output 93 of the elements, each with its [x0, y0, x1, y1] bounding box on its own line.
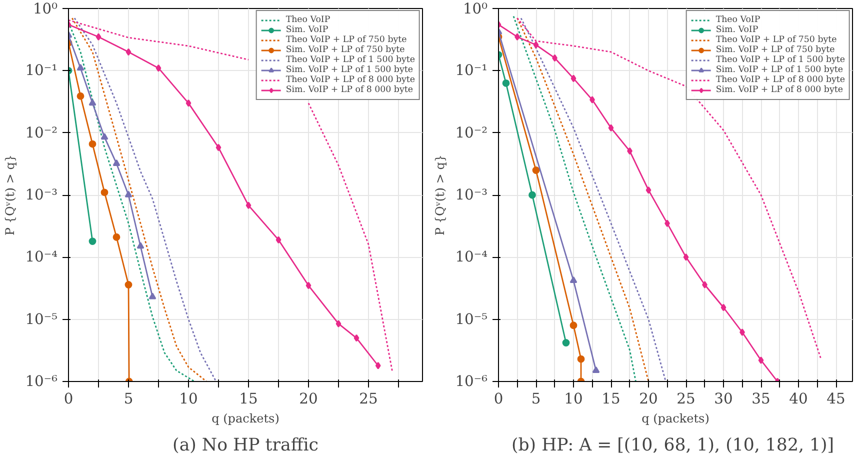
x-axis-title: q (packets)	[642, 412, 710, 426]
legend-label: Theo VoIP + LP of 750 byte	[286, 35, 407, 45]
point	[758, 356, 764, 364]
y-tick-label: 10⁰	[462, 0, 488, 18]
y-axis-title: P {Qᵛ(t) > q}	[3, 154, 18, 236]
point	[577, 355, 585, 363]
point	[112, 233, 120, 241]
point	[126, 48, 132, 56]
x-tick-label: 35	[752, 390, 770, 408]
point	[608, 124, 614, 132]
x-tick-label: 15	[602, 390, 620, 408]
legend-label: Theo VoIP + LP of 8 000 byte	[286, 75, 415, 85]
y-tick-label: 10⁻¹	[25, 62, 58, 80]
point	[702, 281, 708, 288]
point	[646, 186, 652, 194]
point	[112, 159, 120, 166]
x-tick-label: 30	[714, 390, 733, 408]
point	[336, 320, 342, 328]
x-tick-label: 25	[676, 390, 696, 408]
point	[96, 33, 102, 41]
point	[276, 236, 282, 244]
x-tick-label: 5	[531, 390, 541, 408]
point	[100, 133, 108, 140]
point	[76, 92, 84, 100]
point	[570, 322, 578, 330]
point	[354, 334, 360, 342]
point	[562, 339, 570, 346]
point	[88, 140, 96, 148]
y-tick-label: 10⁻³	[455, 186, 488, 204]
x-axis-title: q (packets)	[212, 412, 280, 426]
point	[306, 282, 312, 290]
point	[570, 276, 578, 284]
legend-label: Theo VoIP + LP of 8 000 byte	[716, 75, 845, 85]
point	[88, 99, 96, 106]
legend-label: Sim. VoIP + LP of 750 byte	[286, 45, 405, 55]
point	[720, 304, 726, 312]
text: (a) No HP traffic	[172, 436, 318, 456]
y-tick-label: 10⁰	[32, 0, 58, 18]
point	[502, 79, 510, 87]
legend-label: Sim. VoIP	[286, 25, 328, 35]
x-tick-label: 40	[789, 390, 808, 408]
x-tick-label: 10	[179, 390, 198, 408]
x-tick-label: 45	[826, 390, 846, 408]
point	[216, 144, 222, 152]
legend-label: Theo VoIP + LP of 750 byte	[716, 35, 837, 45]
point	[375, 362, 381, 370]
y-tick-label: 10⁻⁴	[455, 248, 488, 266]
legend-label: Theo VoIP + LP of 1 500 byte	[286, 55, 415, 65]
legend-label: Sim. VoIP + LP of 8 000 byte	[286, 85, 413, 95]
y-tick-label: 10⁻⁵	[455, 310, 488, 328]
legend-label: Theo VoIP	[286, 15, 330, 25]
legend-label: Theo VoIP	[716, 15, 760, 25]
y-tick-label: 10⁻²	[25, 124, 58, 142]
point	[532, 166, 540, 174]
y-tick-label: 10⁻⁶	[455, 373, 488, 390]
y-tick-label: 10⁻⁵	[25, 310, 58, 328]
legend-label: Sim. VoIP + LP of 1 500 byte	[716, 65, 843, 75]
y-tick-label: 10⁻³	[25, 186, 58, 204]
legend-label: Theo VoIP + LP of 1 500 byte	[716, 55, 845, 65]
legend-label: Sim. VoIP + LP of 1 500 byte	[286, 65, 413, 75]
y-tick-label: 10⁻⁶	[25, 373, 58, 390]
point	[590, 96, 595, 104]
point	[570, 74, 576, 82]
point	[528, 191, 536, 199]
point	[186, 99, 192, 107]
point	[136, 242, 144, 249]
point	[740, 328, 745, 336]
text: (b) HP: A = [(10, 68, 1), (10, 182, 1)]	[511, 436, 834, 456]
point	[76, 64, 84, 71]
point	[592, 366, 600, 373]
x-tick-label: 25	[359, 390, 378, 408]
x-tick-label: 0	[64, 390, 74, 408]
point	[124, 190, 132, 198]
point	[148, 292, 156, 300]
legend-label: Sim. VoIP	[716, 25, 758, 35]
x-tick-label: 10	[564, 390, 583, 408]
y-tick-label: 10⁻⁴	[25, 248, 58, 266]
point	[156, 64, 162, 72]
x-tick-label: 15	[239, 390, 258, 408]
point	[100, 188, 108, 196]
x-tick-label: 5	[124, 390, 134, 408]
legend-label: Sim. VoIP + LP of 8 000 byte	[716, 85, 843, 95]
x-tick-label: 20	[299, 390, 318, 408]
y-tick-label: 10⁻¹	[455, 62, 488, 80]
point	[246, 202, 252, 210]
x-tick-label: 0	[494, 390, 504, 408]
legend-label: Sim. VoIP + LP of 750 byte	[716, 45, 835, 55]
point	[683, 253, 689, 261]
y-tick-label: 10⁻²	[455, 124, 488, 142]
y-axis-title: P {Qᵛ(t) > q}	[433, 154, 448, 236]
point	[533, 41, 539, 49]
x-tick-label: 20	[639, 390, 658, 408]
point	[124, 281, 132, 288]
